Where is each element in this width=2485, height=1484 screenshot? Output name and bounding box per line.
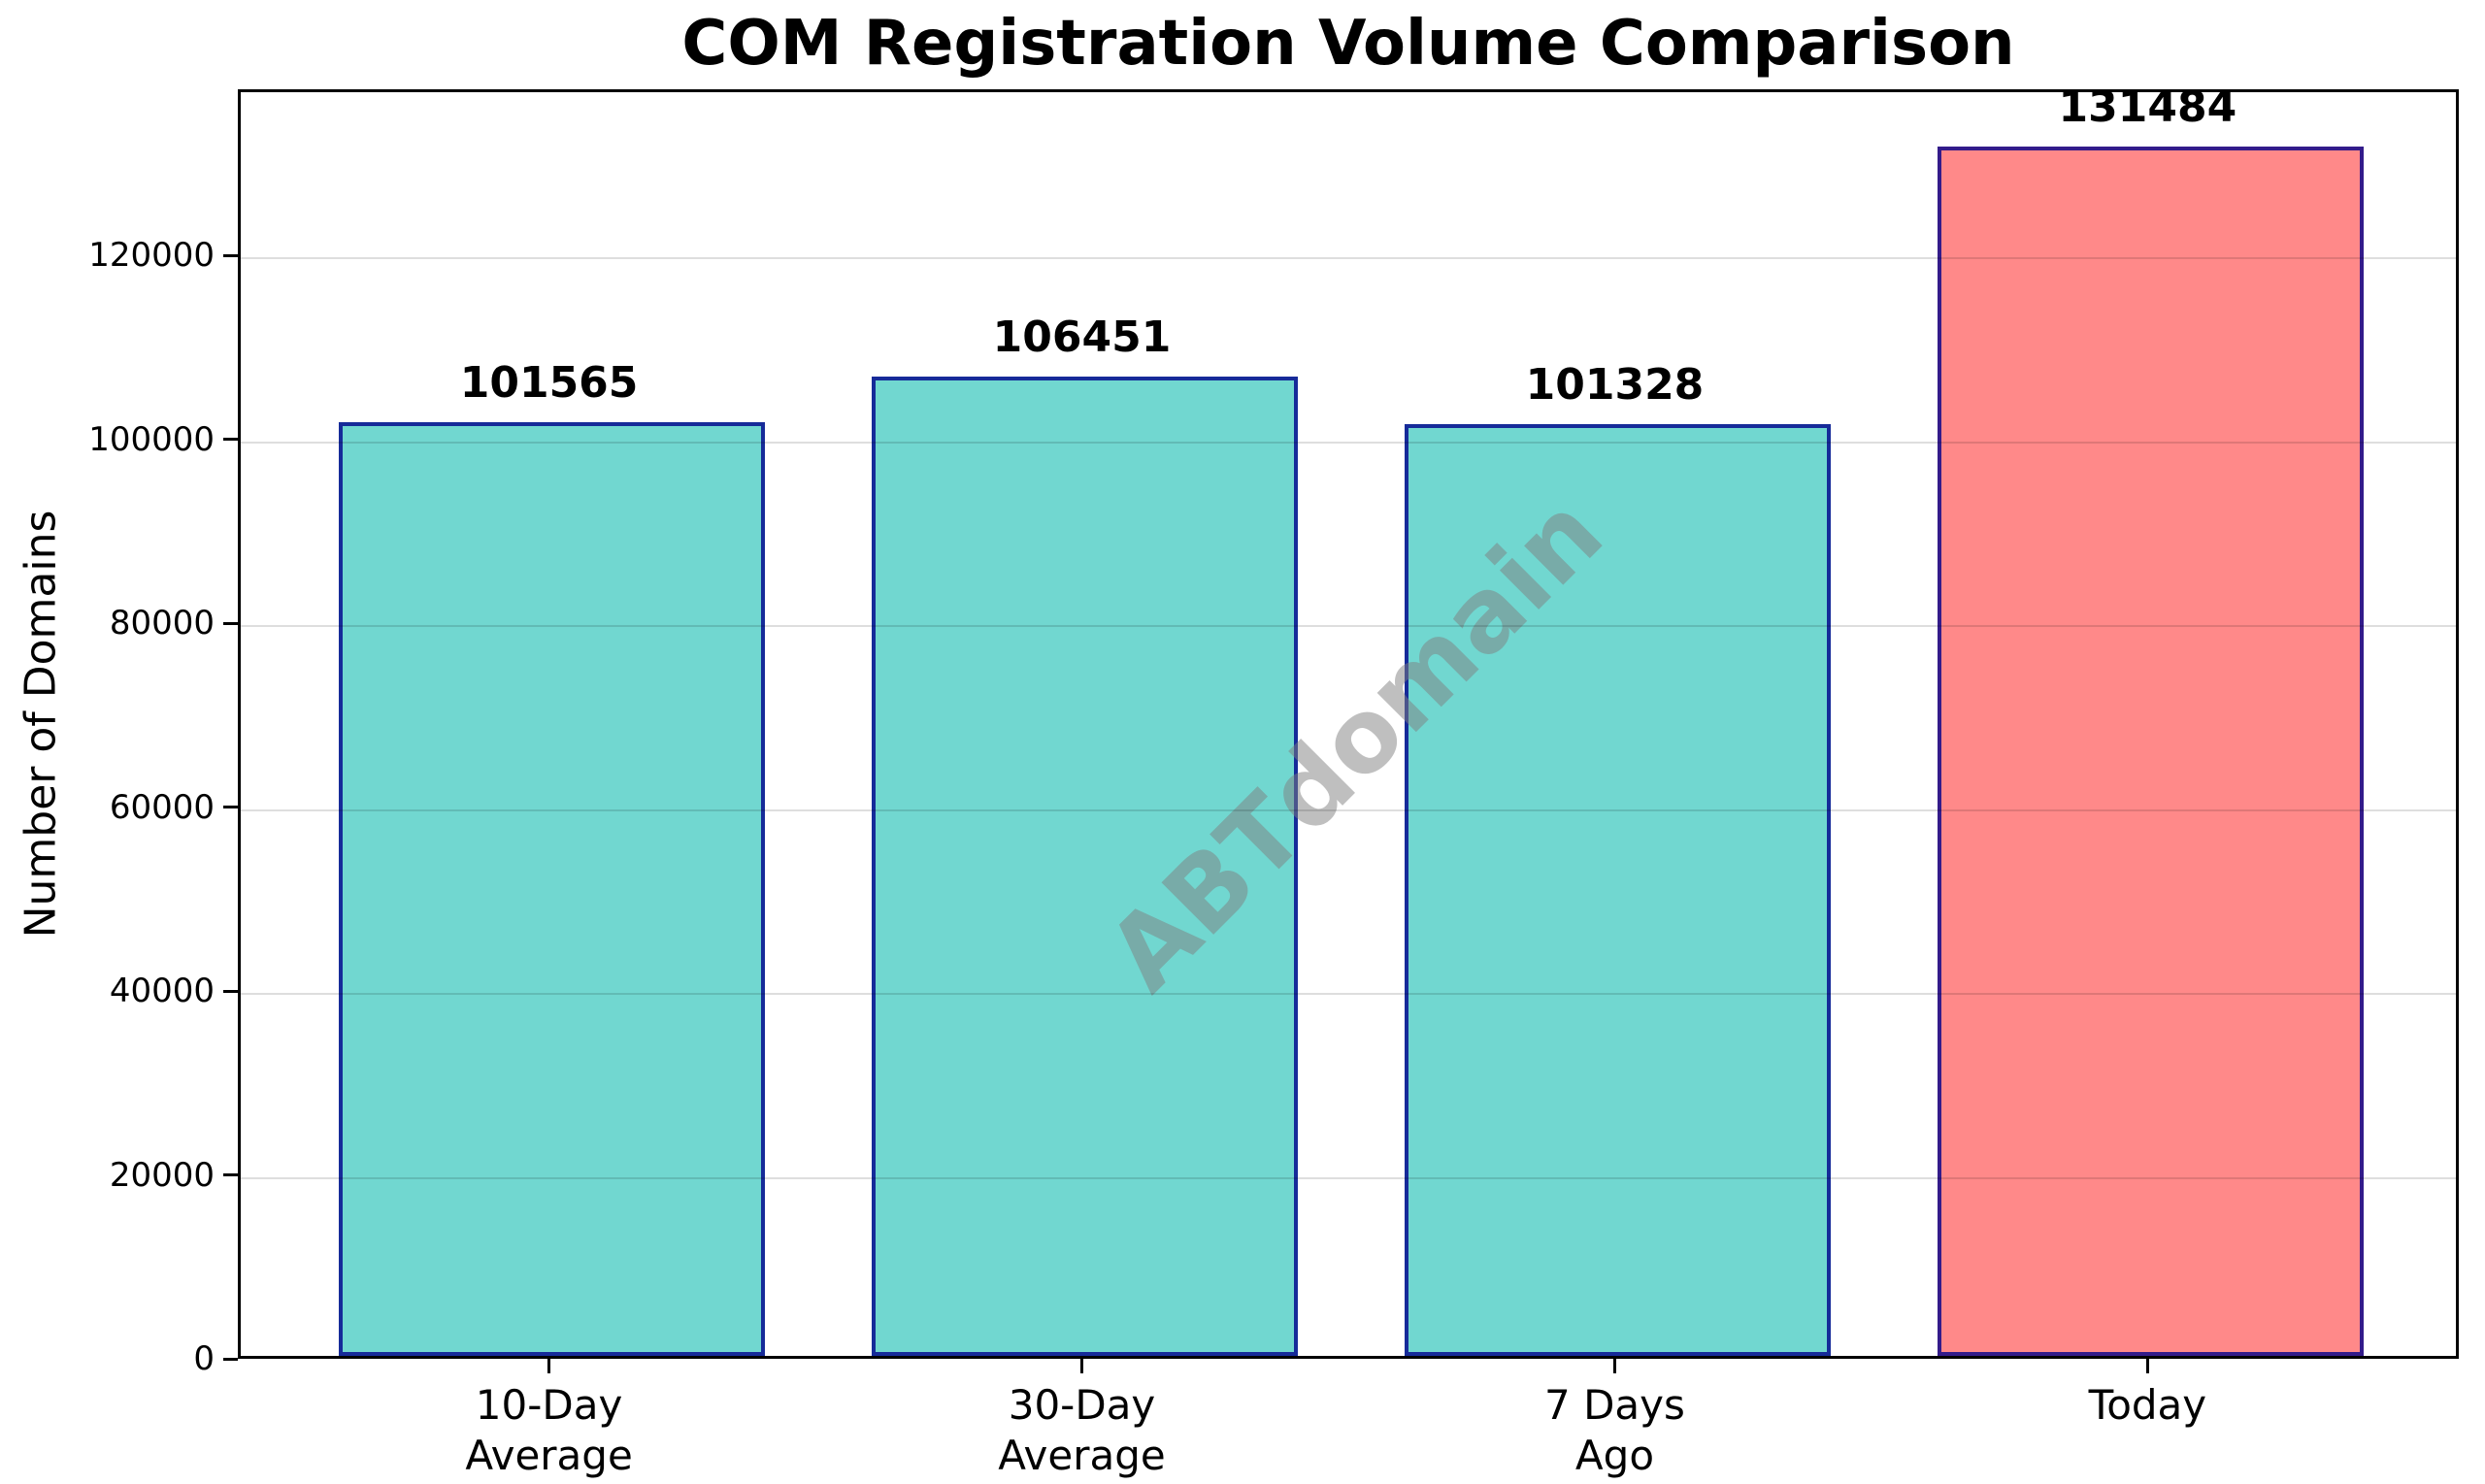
y-tick-mark: [223, 1173, 238, 1176]
y-tick-mark: [223, 806, 238, 809]
bar: [871, 377, 1299, 1356]
bar-value-label: 131484: [2058, 82, 2237, 133]
bar: [339, 421, 766, 1356]
y-tick-label: 60000: [109, 787, 215, 827]
plot-area: ABTdomain: [238, 89, 2459, 1359]
y-tick-mark: [223, 438, 238, 442]
x-tick-label: 10-Day Average: [465, 1381, 633, 1479]
gridline: [241, 1176, 2456, 1179]
gridline: [241, 257, 2456, 260]
x-tick-mark: [547, 1359, 551, 1373]
bar-value-label: 101565: [459, 357, 639, 408]
x-tick-mark: [2145, 1359, 2149, 1373]
x-tick-label: 30-Day Average: [998, 1381, 1166, 1479]
x-tick-mark: [1612, 1359, 1616, 1373]
chart-title: COM Registration Volume Comparison: [681, 8, 2015, 80]
x-tick-mark: [1080, 1359, 1084, 1373]
y-tick-mark: [223, 253, 238, 257]
y-tick-label: 40000: [109, 972, 215, 1011]
gridline: [241, 625, 2456, 628]
gridline: [241, 441, 2456, 444]
y-tick-mark: [223, 1357, 238, 1361]
bar: [1404, 424, 1832, 1356]
bar-value-label: 101328: [1525, 359, 1705, 410]
y-axis-label: Number of Domains: [16, 510, 66, 939]
y-tick-label: 0: [193, 1339, 215, 1378]
x-tick-label: Today: [2088, 1381, 2207, 1429]
bar-value-label: 106451: [992, 313, 1172, 363]
bar: [1937, 147, 2364, 1356]
gridline: [241, 808, 2456, 811]
y-tick-mark: [223, 621, 238, 625]
x-tick-label: 7 Days Ago: [1544, 1381, 1685, 1479]
y-tick-label: 100000: [88, 419, 215, 459]
y-tick-mark: [223, 989, 238, 993]
gridline: [241, 993, 2456, 996]
y-tick-label: 20000: [109, 1155, 215, 1195]
y-tick-label: 120000: [88, 236, 215, 276]
y-tick-label: 80000: [109, 604, 215, 643]
